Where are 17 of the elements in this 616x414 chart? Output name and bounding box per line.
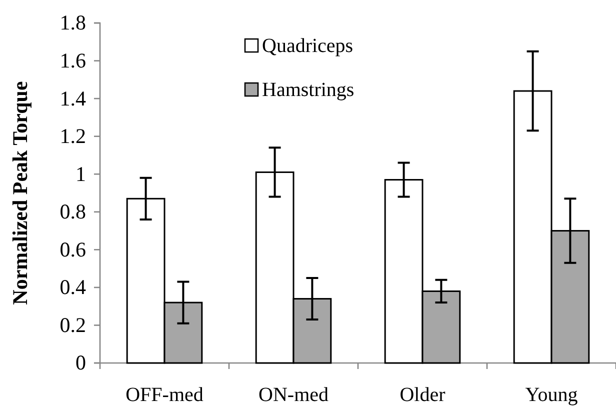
y-tick-label: 1.2: [60, 124, 86, 148]
legend-label: Hamstrings: [262, 79, 354, 101]
y-tick-label: 0.6: [60, 237, 86, 262]
y-tick-label: 1.6: [60, 48, 86, 72]
y-tick-label: 1.8: [60, 10, 86, 35]
y-tick-label: 1.4: [60, 86, 86, 110]
y-tick-label: 0: [76, 350, 86, 375]
x-tick-label: OFF-med: [126, 384, 204, 406]
y-tick-label: 0.2: [60, 312, 86, 337]
x-tick-label: Older: [400, 384, 446, 406]
y-axis-title: Normalized Peak Torque: [8, 81, 32, 305]
y-tick-label: 1: [76, 162, 86, 186]
x-tick-label: ON-med: [258, 384, 328, 406]
y-tick-label: 0.8: [60, 200, 86, 224]
legend-label: Quadriceps: [262, 35, 354, 57]
y-tick-label: 0.4: [60, 275, 86, 300]
x-tick-label: Young: [525, 384, 578, 406]
